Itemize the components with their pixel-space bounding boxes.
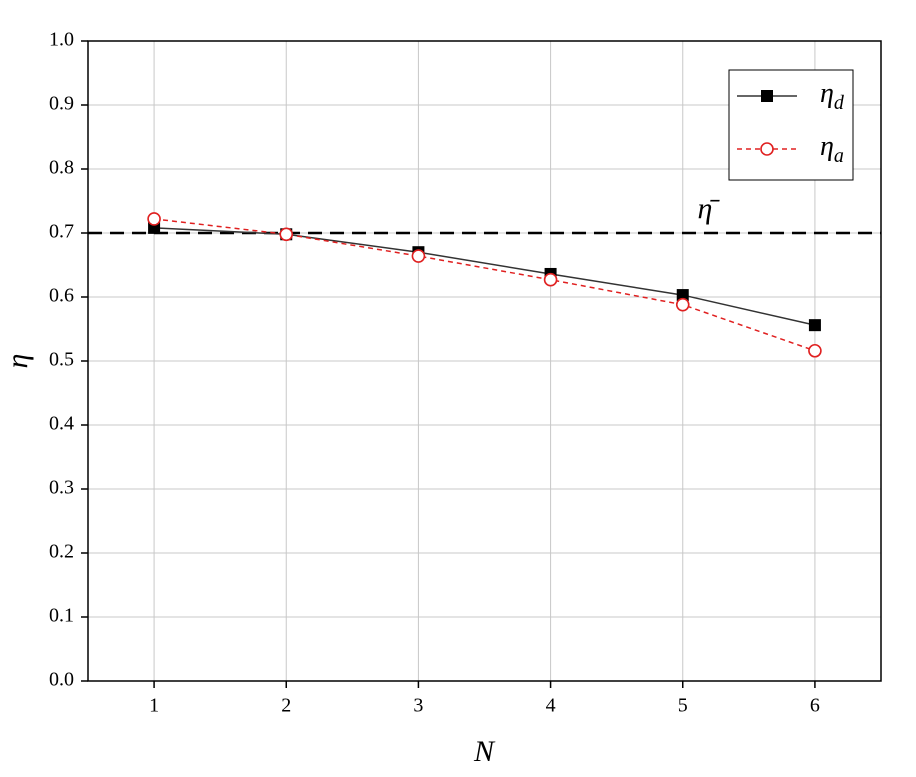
legend-box	[728, 69, 854, 181]
legend: ηd ηa	[728, 69, 854, 181]
x-tick-label: 4	[546, 695, 556, 717]
legend-label: ηd	[820, 78, 845, 113]
y-tick-label: 0.1	[49, 605, 74, 627]
marker	[279, 227, 294, 242]
marker	[543, 272, 558, 287]
marker	[147, 212, 161, 226]
y-tick-label: 0.4	[49, 413, 74, 435]
marker	[808, 343, 822, 358]
y-axis-label: η	[1, 354, 34, 369]
x-tick-label: 1	[149, 695, 159, 717]
series-line	[154, 227, 816, 326]
legend-marker	[760, 142, 774, 156]
x-tick-label: 6	[810, 695, 820, 717]
y-tick-label: 0.3	[49, 477, 74, 499]
y-tick-label: 0.8	[49, 157, 74, 179]
y-tick-label: 0.5	[49, 349, 74, 371]
y-tick-label: 0.9	[49, 93, 74, 115]
y-tick-label: 0.2	[49, 541, 74, 563]
marker	[676, 289, 689, 302]
legend-label: ηa	[820, 131, 844, 166]
series-line	[153, 218, 816, 352]
y-tick-label: 0.6	[49, 285, 74, 307]
marker	[808, 319, 821, 332]
y-tick-label: 0.0	[49, 669, 74, 691]
marker	[675, 297, 690, 312]
legend-marker	[761, 90, 773, 102]
reference-label: η̄	[698, 192, 721, 225]
y-tick-label: 1.0	[49, 29, 74, 51]
marker	[411, 249, 426, 263]
x-tick-label: 2	[281, 695, 291, 717]
x-axis-label: N	[473, 735, 496, 768]
x-tick-label: 5	[678, 695, 688, 717]
x-tick-label: 3	[413, 695, 423, 717]
y-tick-label: 0.7	[49, 221, 74, 243]
plot-frame	[87, 40, 882, 682]
